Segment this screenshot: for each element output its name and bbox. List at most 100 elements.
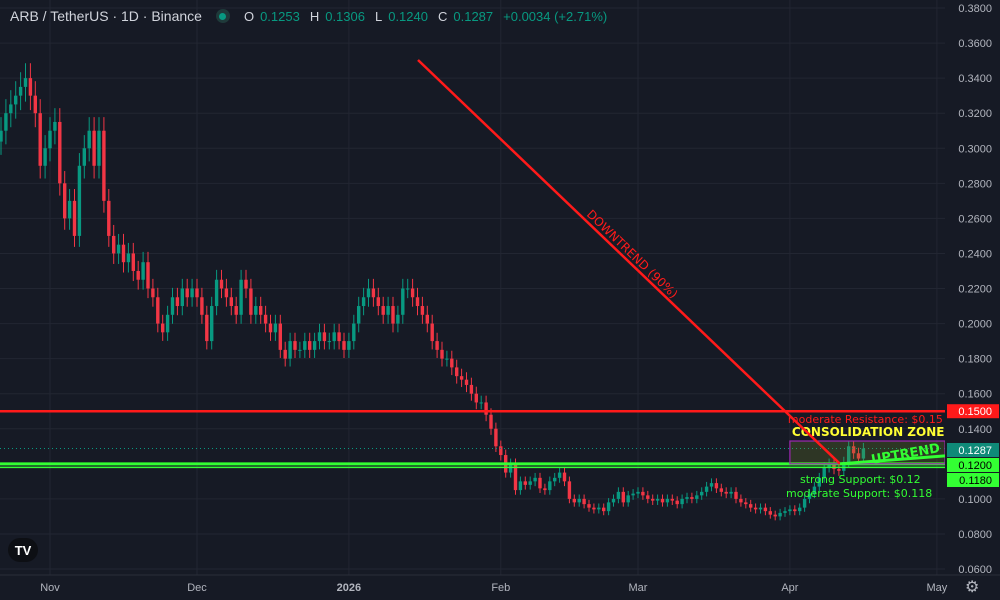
candle-body — [77, 165, 82, 236]
candle-body — [337, 332, 341, 342]
candle-body — [459, 376, 464, 380]
candle-body — [185, 288, 189, 298]
candle-body — [63, 183, 67, 219]
change-value: +0.0034 (+2.71%) — [503, 8, 608, 24]
candle-body — [445, 358, 449, 360]
candle-body — [464, 379, 469, 385]
candle-body — [822, 467, 826, 478]
candle-body — [366, 288, 371, 298]
low-label: L — [374, 8, 383, 24]
candle-body — [719, 488, 723, 492]
candle-body — [832, 463, 836, 470]
candle-body — [18, 86, 23, 96]
price-tick: 0.3000 — [958, 143, 992, 155]
candle-body — [440, 349, 444, 359]
candle-body — [562, 472, 567, 482]
candle-body — [53, 121, 57, 131]
candle-body — [244, 279, 248, 289]
candle-body — [425, 314, 429, 324]
candle-body — [680, 498, 684, 505]
candle-body — [704, 486, 709, 492]
candle-body — [116, 244, 121, 254]
candle-body — [602, 507, 606, 512]
candle-body — [508, 463, 513, 473]
candle-body — [837, 469, 841, 471]
symbol-title[interactable]: ARB / TetherUS · 1D · Binance — [10, 8, 202, 24]
strong-support-price-tag-bg — [947, 458, 999, 472]
candle-body — [165, 314, 170, 333]
candle-body — [793, 509, 797, 512]
candle-body — [97, 130, 101, 166]
price-tick: 0.3600 — [958, 38, 992, 50]
candle-body — [195, 288, 199, 298]
candle-body — [709, 483, 714, 487]
candle-body — [675, 500, 679, 505]
candle-body — [303, 341, 307, 350]
price-tick: 0.2200 — [958, 284, 992, 296]
candle-body — [342, 341, 346, 350]
candle-body — [28, 78, 33, 96]
candle-body — [293, 341, 297, 350]
candle-body — [518, 481, 523, 491]
market-status-icon — [215, 9, 230, 23]
downtrend-label: DOWNTREND (90%) — [584, 207, 681, 301]
price-tick: 0.1800 — [958, 354, 992, 366]
candle-body — [753, 507, 758, 510]
candle-body — [484, 402, 488, 415]
candle-body — [597, 507, 601, 510]
tradingview-logo[interactable]: TV — [8, 538, 38, 562]
moderate-support-price-tag-bg — [947, 473, 999, 487]
candle-body — [861, 448, 866, 459]
candle-body — [553, 477, 557, 482]
moderate-support-price-tag: 0.1180 — [959, 475, 992, 487]
candle-body — [170, 297, 175, 315]
candle-body — [406, 288, 410, 290]
candle-body — [582, 498, 586, 505]
candle-body — [151, 288, 155, 298]
candle-body — [175, 297, 180, 307]
candle-body — [0, 130, 3, 142]
candle-body — [352, 323, 356, 342]
candle-body — [749, 504, 753, 508]
candle-body — [773, 514, 777, 517]
candle-body — [646, 495, 650, 499]
candle-body — [665, 498, 670, 503]
high-label: H — [309, 8, 320, 24]
candle-body — [136, 270, 140, 280]
candle-body — [420, 306, 425, 315]
candle-body — [734, 491, 738, 499]
price-tick: 0.3800 — [958, 3, 992, 15]
zone-label: CONSOLIDATION ZONE — [792, 425, 945, 439]
time-tick: Dec — [187, 582, 207, 594]
price-tick: 0.3400 — [958, 73, 992, 85]
candle-body — [92, 130, 96, 166]
candle-body — [317, 332, 322, 342]
settings-gear-icon[interactable]: ⚙ — [965, 579, 980, 596]
moderate-support-label: moderate Support: $0.118 — [786, 487, 932, 500]
candle-body — [636, 491, 640, 494]
candle-body — [479, 402, 483, 404]
candle-body — [807, 493, 812, 499]
candle-body — [43, 148, 47, 166]
candle-body — [273, 323, 278, 333]
candle-body — [812, 486, 817, 494]
candle-body — [4, 113, 8, 131]
candle-body — [327, 341, 331, 343]
candle-body — [259, 306, 263, 315]
candle-body — [543, 488, 547, 491]
candle-body — [847, 446, 851, 463]
uptrend-line — [839, 454, 946, 466]
candle-body — [263, 314, 268, 324]
candle-body — [401, 288, 405, 315]
last-price-tag: 0.1287 — [958, 445, 992, 457]
candle-body — [778, 512, 782, 517]
time-tick: Nov — [40, 582, 60, 594]
candle-body — [9, 104, 13, 114]
candle-body — [494, 428, 498, 447]
candle-body — [523, 481, 527, 485]
candle-body — [386, 306, 390, 315]
time-tick: Apr — [781, 582, 798, 594]
candle-body — [200, 297, 204, 315]
